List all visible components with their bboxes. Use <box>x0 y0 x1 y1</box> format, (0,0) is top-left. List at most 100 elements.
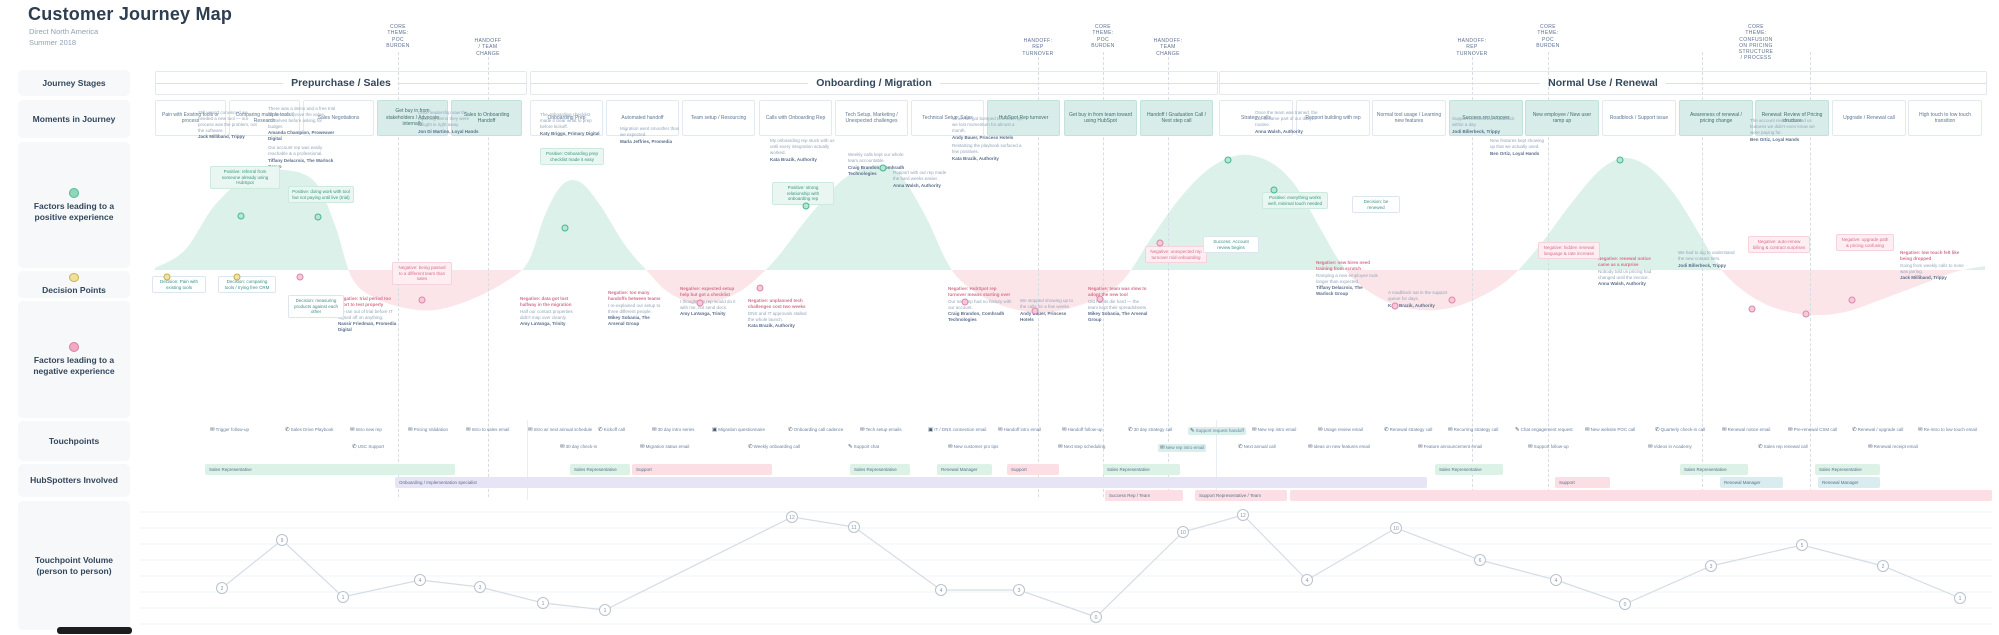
touchpoint-item[interactable]: ✎Chat engagement request <box>1515 427 1573 433</box>
moment-cell[interactable]: Get buy in from stakeholders / Advocate … <box>377 100 448 136</box>
hubspotter-bar[interactable]: Sales Representative <box>1815 464 1880 475</box>
moment-cell[interactable]: Success rep turnover <box>1449 100 1523 136</box>
hubspotter-bar[interactable]: Sales Representative <box>1435 464 1503 475</box>
volume-node[interactable]: 12 <box>786 511 798 523</box>
touchpoint-item[interactable]: ✎Support request handoff <box>1188 427 1246 435</box>
positive-experience-dot[interactable] <box>1616 156 1624 164</box>
positive-experience-dot[interactable] <box>802 202 810 210</box>
touchpoint-item[interactable]: ✉Support follow-up <box>1528 444 1569 450</box>
factor-chip[interactable]: Decision: measuring products against eac… <box>288 295 344 318</box>
volume-node[interactable]: 1 <box>337 591 349 603</box>
hubspotter-bar[interactable]: Support Representative / Team <box>1195 490 1287 501</box>
volume-node[interactable]: 12 <box>1237 509 1249 521</box>
negative-experience-dot[interactable] <box>961 298 969 306</box>
volume-node[interactable]: 11 <box>848 521 860 533</box>
journey-note[interactable]: Rapport with our rep made the hard weeks… <box>893 170 951 192</box>
factor-chip[interactable]: Negative: being passed to a different te… <box>392 262 452 285</box>
volume-node[interactable]: 9 <box>276 534 288 546</box>
journey-note[interactable]: Negative: trial period too short to test… <box>338 296 400 336</box>
journey-note[interactable]: Negative: data got lost halfway in the m… <box>520 296 584 330</box>
touchpoint-item[interactable]: ✉Intro w/ next annual schedule <box>528 427 592 433</box>
volume-node[interactable]: 0 <box>1090 611 1102 623</box>
volume-node[interactable]: 3 <box>1013 584 1025 596</box>
positive-experience-dot[interactable] <box>561 224 569 232</box>
touchpoint-item[interactable]: ✆Sales Drive Playbook <box>285 427 333 433</box>
moment-cell[interactable]: Comparing multiple tools / Research <box>229 100 300 136</box>
touchpoint-item[interactable]: ✉Ideas on new features email <box>1308 444 1370 450</box>
factor-chip[interactable]: Positive: doing work with tool but not p… <box>288 186 354 204</box>
touchpoint-item[interactable]: ✆Quarterly check-in call <box>1655 427 1705 433</box>
negative-experience-dot[interactable] <box>696 299 704 307</box>
volume-node[interactable]: 4 <box>414 574 426 586</box>
touchpoint-item[interactable]: ▣Migration questionnaire <box>712 427 765 433</box>
touchpoint-item[interactable]: ✉New website POC call <box>1585 427 1635 433</box>
hubspotter-bar[interactable]: Support <box>1555 477 1610 488</box>
journey-note[interactable]: Negative: expected setup help but got a … <box>680 286 740 320</box>
touchpoint-item[interactable]: ✆30 day strategy call <box>1128 427 1172 433</box>
touchpoint-item[interactable]: ✉Renewal receipt email <box>1868 444 1918 450</box>
moment-cell[interactable]: Get buy in from team toward using HubSpo… <box>1064 100 1137 136</box>
moment-cell[interactable]: Awareness of renewal / pricing change <box>1679 100 1753 136</box>
hubspotter-bar[interactable]: Renewal Manager <box>1818 477 1880 488</box>
journey-note[interactable]: New features kept showing up that we act… <box>1490 138 1548 160</box>
moment-cell[interactable]: Upgrade / Renewal call <box>1832 100 1906 136</box>
negative-experience-dot[interactable] <box>1748 305 1756 313</box>
touchpoint-item[interactable]: ✆Onboarding call cadence <box>788 427 843 433</box>
touchpoint-item[interactable]: ✆Renewal strategy call <box>1384 427 1432 433</box>
touchpoint-item[interactable]: ✉Migration status email <box>640 444 689 450</box>
journey-note[interactable]: Negative: team was slow to adopt the new… <box>1088 286 1150 326</box>
hubspotter-bar[interactable] <box>1290 490 1992 501</box>
journey-note[interactable]: Negative: HubSpot rep turnover means sta… <box>948 286 1014 326</box>
volume-node[interactable]: 6 <box>1474 554 1486 566</box>
hubspotter-bar[interactable]: Support <box>632 464 772 475</box>
moment-cell[interactable]: Calls with Onboarding Rep <box>759 100 832 136</box>
volume-node[interactable]: 5 <box>1796 539 1808 551</box>
negative-experience-dot[interactable] <box>418 296 426 304</box>
journey-note[interactable]: Once leadership saw the reporting demo t… <box>418 110 482 137</box>
touchpoint-item[interactable]: ✉New rep intro email <box>1158 444 1207 452</box>
moment-cell[interactable]: Onboarding Prep <box>530 100 603 136</box>
hubspotter-bar[interactable]: Success Rep / Team <box>1105 490 1183 501</box>
volume-node[interactable]: 1 <box>599 604 611 616</box>
moment-cell[interactable]: Tech Setup, Marketing / Unexpected chall… <box>835 100 908 136</box>
hubspotter-bar[interactable]: Sales Representative <box>1103 464 1180 475</box>
touchpoint-item[interactable]: ✉Intro to sales email <box>466 427 509 433</box>
journey-note[interactable]: Once the team was trained, the tool beca… <box>1255 110 1325 137</box>
factor-chip[interactable]: Positive: strong relationship with onboa… <box>772 182 834 205</box>
volume-node[interactable]: 3 <box>1705 560 1717 572</box>
moment-cell[interactable]: Technical Setup: Sales <box>911 100 984 136</box>
negative-experience-dot[interactable] <box>1391 302 1399 310</box>
factor-chip[interactable]: Decision: Pain with existing tools <box>152 276 206 294</box>
volume-node[interactable]: 3 <box>474 581 486 593</box>
volume-node[interactable]: 4 <box>1550 574 1562 586</box>
touchpoint-item[interactable]: ✆Next annual call <box>1238 444 1276 450</box>
volume-node[interactable]: 1 <box>537 597 549 609</box>
factor-chip[interactable]: Decision: comparing tools / trying free … <box>218 276 276 294</box>
moment-cell[interactable]: Sales to Onboarding Handoff <box>451 100 522 136</box>
positive-experience-dot[interactable] <box>314 213 322 221</box>
positive-experience-dot[interactable] <box>879 164 887 172</box>
moment-cell[interactable]: HubSpot Rep turnover <box>987 100 1060 136</box>
positive-experience-dot[interactable] <box>1270 186 1278 194</box>
touchpoint-item[interactable]: ✆USC Support <box>352 444 384 450</box>
touchpoint-item[interactable]: ✉Usage review email <box>1318 427 1363 433</box>
journey-note[interactable]: Negative: unplanned tech challenges cost… <box>748 298 808 332</box>
volume-node[interactable]: 10 <box>1390 522 1402 534</box>
hubspotter-bar[interactable]: Sales Representative <box>850 464 910 475</box>
moment-cell[interactable]: Normal tool usage / Learning new feature… <box>1372 100 1446 136</box>
negative-experience-dot[interactable] <box>1448 296 1456 304</box>
touchpoint-item[interactable]: ✉Next step scheduling <box>1058 444 1105 450</box>
hubspotter-bar[interactable]: Renewal Manager <box>1720 477 1783 488</box>
hubspotter-bar[interactable]: Support <box>1007 464 1059 475</box>
touchpoint-item[interactable]: ✉30 day intro series <box>652 427 694 433</box>
positive-experience-dot[interactable] <box>1224 156 1232 164</box>
touchpoint-item[interactable]: ✉Handoff intro email <box>998 427 1041 433</box>
negative-experience-dot[interactable] <box>1096 295 1104 303</box>
factor-chip[interactable]: Positive: referral from someone already … <box>210 166 280 189</box>
factor-chip[interactable]: Positive: Onboarding prep checklist made… <box>540 148 604 166</box>
negative-experience-dot[interactable] <box>1031 307 1039 315</box>
touchpoint-item[interactable]: ✉Handoff follow-up <box>1062 427 1103 433</box>
journey-note[interactable]: We stopped showing up to the calls for a… <box>1020 298 1080 325</box>
journey-note[interactable]: The onboarding checklist made it clear w… <box>540 112 602 139</box>
touchpoint-item[interactable]: ✆Kickoff call <box>598 427 625 433</box>
